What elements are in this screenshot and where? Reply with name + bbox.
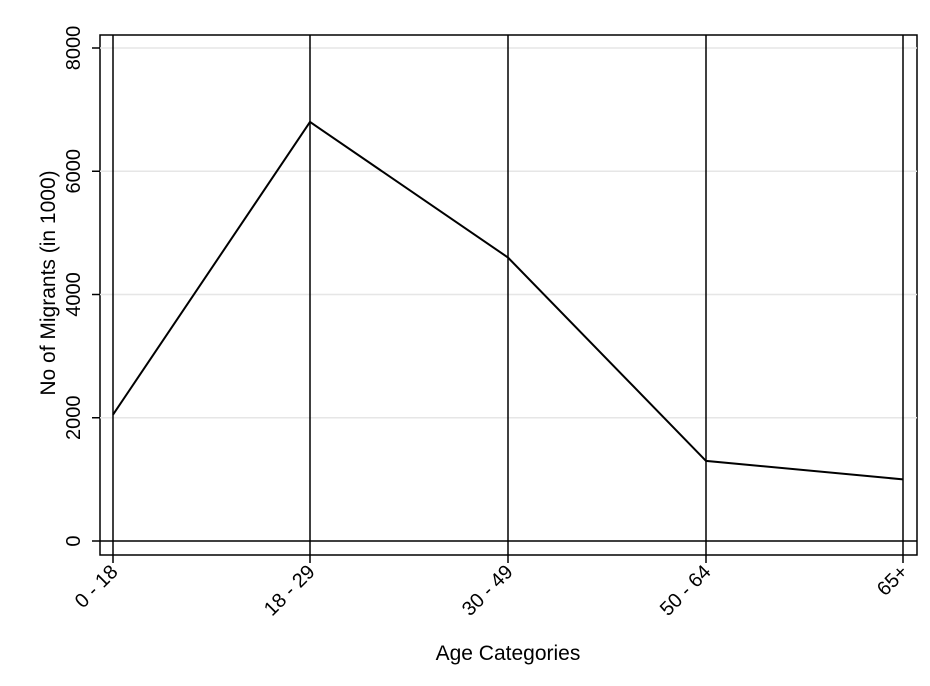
x-tick-labels: 0 - 18 18 - 29 30 - 49 50 - 64 65+: [71, 561, 913, 621]
category-lines: [112, 35, 904, 555]
y-tick-labels: 0 2000 4000 6000 8000: [63, 26, 85, 547]
y-axis-title: No of Migrants (in 1000): [37, 170, 60, 395]
x-axis-title: Age Categories: [436, 642, 581, 665]
y-tick-label: 8000: [63, 26, 85, 71]
axes: [92, 47, 917, 563]
x-tick-label: 0 - 18: [71, 561, 123, 613]
x-tick-label: 30 - 49: [458, 561, 518, 621]
y-tick-label: 4000: [63, 272, 85, 317]
y-tick-label: 0: [63, 535, 85, 546]
x-tick-label: 18 - 29: [260, 561, 320, 621]
y-tick-label: 6000: [63, 149, 85, 194]
y-tick-label: 2000: [63, 396, 85, 441]
x-tick-label: 65+: [873, 561, 913, 601]
x-tick-label: 50 - 64: [656, 561, 716, 621]
